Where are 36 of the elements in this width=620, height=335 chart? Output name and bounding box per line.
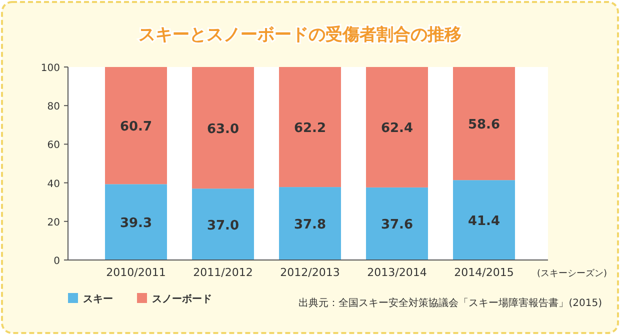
- bar: [453, 67, 515, 180]
- y-tick-label: 20: [47, 217, 60, 228]
- x-axis-title: (スキーシーズン): [536, 268, 608, 279]
- data-label: 63.0: [206, 122, 240, 137]
- legend-label: スキー: [83, 294, 113, 305]
- data-label: 62.4: [380, 121, 414, 136]
- y-tick-label: 60: [47, 140, 60, 152]
- bar: [192, 67, 254, 189]
- data-label: 60.7: [120, 120, 152, 135]
- x-tick-label: 2011/2012: [193, 266, 253, 279]
- bar: [366, 187, 428, 260]
- data-label: 39.3: [120, 216, 152, 232]
- data-label: 41.4: [468, 214, 500, 230]
- bar: [105, 67, 167, 184]
- data-label: 62.2: [294, 121, 326, 136]
- y-tick-label: 40: [47, 178, 60, 190]
- data-label: 37.8: [294, 218, 326, 233]
- bar: [279, 187, 341, 260]
- bar: [105, 184, 167, 260]
- x-tick-label: 2012/2013: [280, 266, 340, 279]
- x-tick-label: 2013/2014: [367, 266, 427, 279]
- data-label: 37.6: [380, 218, 414, 233]
- data-label: 37.0: [206, 218, 240, 234]
- y-tick-label: 100: [40, 63, 60, 74]
- bar: [453, 180, 515, 260]
- bar: [366, 67, 428, 188]
- bar: [192, 188, 254, 260]
- y-tick-label: 80: [47, 102, 60, 113]
- data-label: 58.6: [468, 118, 500, 133]
- y-tick-label: 0: [54, 256, 60, 267]
- legend-label: スノーボード: [152, 293, 212, 305]
- chart-title: スキーとスノーボードの受傷者割合の推移: [138, 25, 462, 45]
- x-tick-label: 2014/2015: [454, 266, 514, 279]
- text: 出典元：全国スキー安全対策協議会「スキー場障害報告書」(2015): [298, 297, 602, 309]
- bar: [279, 67, 341, 188]
- x-tick-label: 2010/2011: [106, 266, 166, 279]
